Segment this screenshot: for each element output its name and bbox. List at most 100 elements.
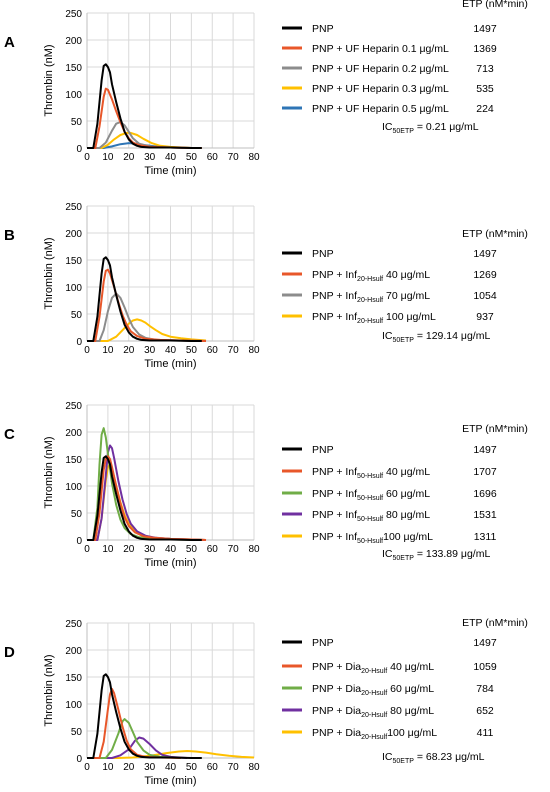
series-line — [87, 455, 207, 541]
x-tick-label: 50 — [186, 762, 198, 773]
panel-label: B — [4, 227, 15, 244]
y-tick-label: 150 — [65, 63, 82, 74]
ic50-annotation: IC50ETP = 129.14 μg/mL — [382, 330, 490, 344]
series-line — [87, 256, 202, 342]
y-tick-label: 150 — [65, 673, 82, 684]
etp-value: 411 — [477, 727, 494, 739]
x-axis-title: Time (min) — [144, 165, 196, 177]
y-tick-label: 50 — [71, 727, 83, 738]
x-tick-label: 80 — [248, 762, 260, 773]
x-tick-label: 70 — [228, 544, 240, 555]
etp-value: 1497 — [473, 248, 497, 260]
x-tick-label: 10 — [102, 544, 114, 555]
x-tick-label: 80 — [248, 152, 260, 163]
x-tick-label: 40 — [165, 345, 177, 356]
x-tick-label: 60 — [207, 544, 219, 555]
x-tick-label: 40 — [165, 762, 177, 773]
x-tick-label: 70 — [228, 345, 240, 356]
y-tick-label: 50 — [71, 310, 83, 321]
x-axis-title: Time (min) — [144, 775, 196, 787]
y-tick-label: 200 — [65, 646, 82, 657]
etp-value: 1707 — [473, 466, 497, 478]
etp-value: 1269 — [473, 269, 497, 281]
x-tick-label: 60 — [207, 152, 219, 163]
y-axis-title: Thrombin (nM) — [43, 237, 55, 309]
legend-label: PNP + Inf50-Hsulf100 μg/mL — [312, 531, 433, 545]
x-tick-label: 20 — [123, 345, 135, 356]
x-tick-label: 20 — [123, 762, 135, 773]
x-axis-title: Time (min) — [144, 557, 196, 569]
series-line — [87, 455, 202, 541]
y-tick-label: 100 — [65, 700, 82, 711]
etp-value: 1054 — [473, 290, 497, 302]
etp-header: ETP (nM*min) — [462, 617, 528, 629]
x-tick-label: 30 — [144, 762, 156, 773]
x-tick-label: 60 — [207, 762, 219, 773]
series-line — [87, 292, 207, 342]
etp-value: 1696 — [473, 488, 497, 500]
x-tick-label: 70 — [228, 152, 240, 163]
etp-value: 1369 — [473, 43, 497, 55]
x-tick-label: 10 — [102, 152, 114, 163]
legend-label: PNP + UF Heparin 0.2 μg/mL — [312, 63, 449, 75]
x-tick-label: 50 — [186, 152, 198, 163]
y-tick-label: 250 — [65, 619, 82, 630]
ic50-annotation: IC50ETP = 68.23 μg/mL — [382, 751, 485, 765]
y-tick-label: 50 — [71, 117, 83, 128]
y-tick-label: 0 — [76, 754, 82, 765]
y-tick-label: 0 — [76, 536, 82, 547]
y-tick-label: 100 — [65, 482, 82, 493]
etp-value: 1311 — [474, 531, 497, 543]
x-axis-title: Time (min) — [144, 358, 196, 370]
x-tick-label: 50 — [186, 345, 198, 356]
legend-label: PNP — [312, 248, 334, 260]
x-tick-label: 0 — [84, 152, 90, 163]
chart-panel: C 0 50 100 150 200 250 0 10 20 30 40 50 60 70 80 Time (m… — [4, 401, 528, 569]
x-tick-label: 40 — [165, 544, 177, 555]
y-tick-label: 0 — [76, 337, 82, 348]
etp-value: 1497 — [473, 23, 497, 35]
y-tick-label: 250 — [65, 401, 82, 412]
series-line — [87, 718, 181, 759]
etp-header: ETP (nM*min) — [462, 0, 528, 10]
etp-value: 784 — [476, 683, 494, 695]
x-tick-label: 0 — [84, 544, 90, 555]
x-tick-label: 10 — [102, 762, 114, 773]
legend-label: PNP + Dia20-Hsulf 40 μg/mL — [312, 661, 434, 675]
y-tick-label: 0 — [76, 144, 82, 155]
y-tick-label: 200 — [65, 428, 82, 439]
etp-header: ETP (nM*min) — [462, 423, 528, 435]
legend-label: PNP + UF Heparin 0.1 μg/mL — [312, 43, 449, 55]
x-tick-label: 0 — [84, 762, 90, 773]
y-tick-label: 50 — [71, 509, 83, 520]
chart-panel: A 0 50 100 150 200 250 0 10 20 30 40 50 60 70 80 Time (m… — [4, 0, 528, 177]
legend-label: PNP + UF Heparin 0.5 μg/mL — [312, 103, 449, 115]
legend-label: PNP + Dia20-Hsulf 60 μg/mL — [312, 683, 434, 697]
legend-label: PNP + Inf20-Hsulf 40 μg/mL — [312, 269, 430, 283]
x-tick-label: 50 — [186, 544, 198, 555]
legend-label: PNP + Dia20-Hsulf100 μg/mL — [312, 727, 437, 741]
y-tick-label: 250 — [65, 202, 82, 213]
y-axis-title: Thrombin (nM) — [43, 44, 55, 116]
y-tick-label: 100 — [65, 90, 82, 101]
legend-label: PNP + Inf20-Hsulf 70 μg/mL — [312, 290, 430, 304]
etp-value: 1531 — [473, 509, 497, 521]
etp-value: 224 — [476, 103, 494, 115]
panel-label: A — [4, 34, 15, 51]
series-line — [87, 268, 207, 342]
ic50-annotation: IC50ETP = 0.21 μg/mL — [382, 121, 479, 135]
x-tick-label: 80 — [248, 544, 260, 555]
chart-panel: B 0 50 100 150 200 250 0 10 20 30 40 50 60 70 80 Time (m… — [4, 202, 528, 370]
x-tick-label: 40 — [165, 152, 177, 163]
x-tick-label: 70 — [228, 762, 240, 773]
legend-label: PNP + UF Heparin 0.3 μg/mL — [312, 83, 449, 95]
x-tick-label: 30 — [144, 152, 156, 163]
legend-label: PNP + Inf50-Hsulf 40 μg/mL — [312, 466, 430, 480]
x-tick-label: 80 — [248, 345, 260, 356]
etp-value: 1497 — [473, 444, 497, 456]
ic50-annotation: IC50ETP = 133.89 μg/mL — [382, 548, 490, 562]
legend-label: PNP — [312, 444, 334, 456]
legend-label: PNP + Dia20-Hsulf 80 μg/mL — [312, 705, 434, 719]
x-tick-label: 20 — [123, 152, 135, 163]
